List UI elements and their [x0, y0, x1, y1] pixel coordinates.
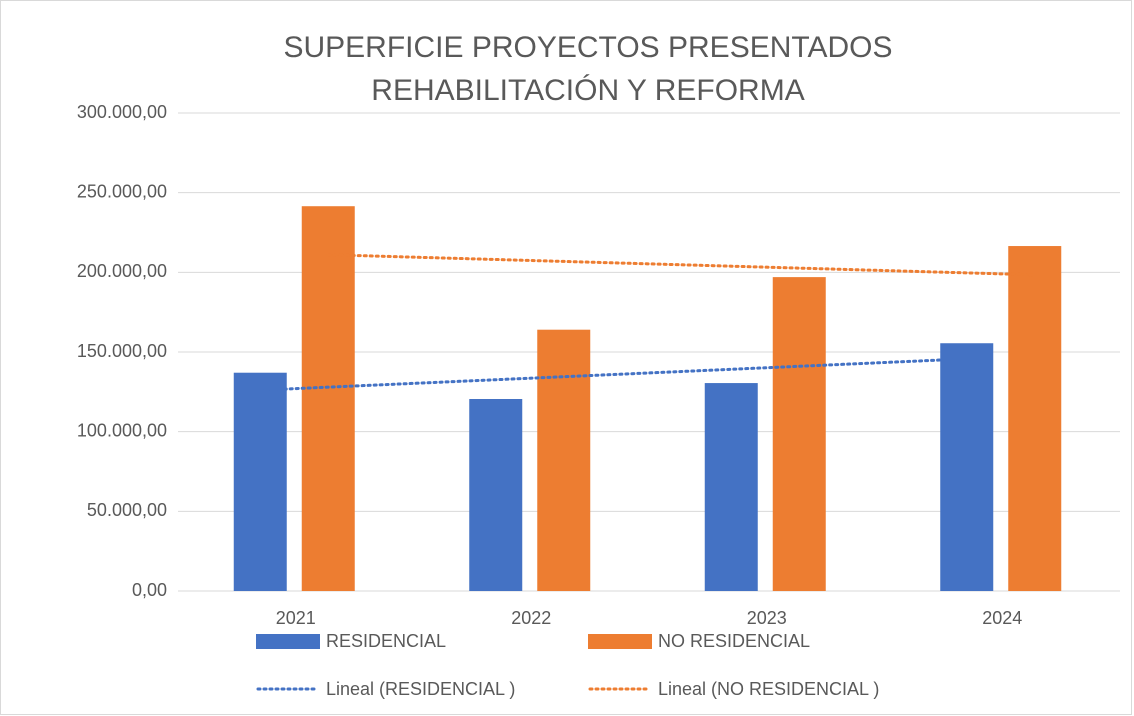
legend-swatch [256, 634, 320, 649]
y-tick-label: 0,00 [132, 580, 167, 600]
trendline [326, 253, 1037, 277]
x-tick-label: 2022 [511, 608, 551, 628]
legend-label: Lineal (RESIDENCIAL ) [326, 679, 515, 699]
bar [469, 399, 523, 591]
bar [772, 277, 826, 591]
bar [704, 383, 758, 591]
y-tick-label: 200.000,00 [77, 261, 167, 281]
legend-label: NO RESIDENCIAL [658, 631, 810, 651]
y-tick-label: 250.000,00 [77, 181, 167, 201]
x-tick-label: 2024 [982, 608, 1022, 628]
legend-swatch [588, 634, 652, 649]
legend-label: Lineal (NO RESIDENCIAL ) [658, 679, 879, 699]
y-tick-label: 300.000,00 [77, 102, 167, 122]
chart-title: SUPERFICIE PROYECTOS PRESENTADOS REHABIL… [283, 31, 893, 107]
y-tick-label: 150.000,00 [77, 341, 167, 361]
y-tick-label: 50.000,00 [87, 500, 167, 520]
bar [1008, 246, 1062, 591]
y-tick-label: 100.000,00 [77, 420, 167, 440]
bar [940, 343, 994, 591]
x-tick-label: 2021 [276, 608, 316, 628]
trendline [258, 357, 969, 392]
bar [233, 372, 287, 591]
bar [537, 329, 591, 591]
x-tick-label: 2023 [747, 608, 787, 628]
legend-label: RESIDENCIAL [326, 631, 446, 651]
bar [301, 206, 355, 591]
